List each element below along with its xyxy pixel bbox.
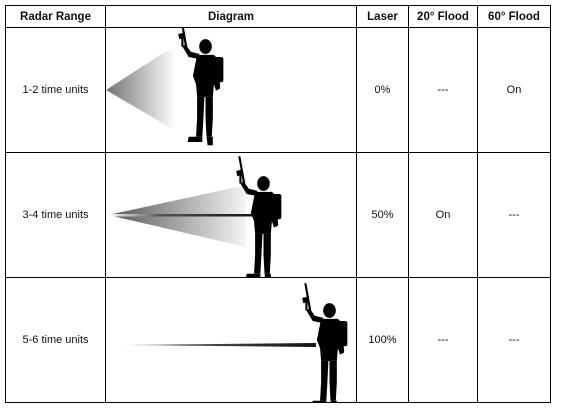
- header-radar-range: Radar Range: [5, 5, 106, 28]
- flood-60-cell: On: [477, 27, 551, 153]
- soldier-silhouette-icon: [302, 283, 348, 402]
- table-row: 5-6 time units 100% --- ---: [5, 277, 551, 403]
- laser-only-diagram: [110, 283, 348, 402]
- range-cell: 3-4 time units: [5, 152, 106, 278]
- diagram-cell: [105, 277, 357, 403]
- header-flood-60: 60° Flood: [477, 5, 551, 28]
- flood-20-cell: ---: [408, 27, 478, 153]
- laser-cell: 50%: [356, 152, 409, 278]
- flood-20-cell: On: [408, 152, 478, 278]
- laser-cell: 0%: [356, 27, 409, 153]
- narrow-flood-laser-diagram: [108, 156, 282, 277]
- laser-beam: [110, 343, 316, 347]
- flood-20-cell: ---: [408, 277, 478, 403]
- radar-table: Radar Range Diagram Laser 20° Flood 60° …: [5, 5, 551, 403]
- flood-60-cell: ---: [477, 152, 551, 278]
- header-flood-20: 20° Flood: [408, 5, 478, 28]
- diagram-cell: [105, 27, 357, 153]
- laser-cell: 100%: [356, 277, 409, 403]
- header-laser: Laser: [356, 5, 409, 28]
- soldier-silhouette-icon: [178, 28, 224, 146]
- range-cell: 5-6 time units: [5, 277, 106, 403]
- table-row: 3-4 time units 50% On ---: [5, 152, 551, 278]
- diagram-cell: [105, 152, 357, 278]
- flood-60-cell: ---: [477, 277, 551, 403]
- wide-flood-diagram: [106, 28, 224, 146]
- range-cell: 1-2 time units: [5, 27, 106, 153]
- header-diagram: Diagram: [105, 5, 357, 28]
- laser-beam: [108, 214, 258, 217]
- header-row: Radar Range Diagram Laser 20° Flood 60° …: [5, 5, 551, 28]
- table-row: 1-2 time units 0% --- On: [5, 27, 551, 153]
